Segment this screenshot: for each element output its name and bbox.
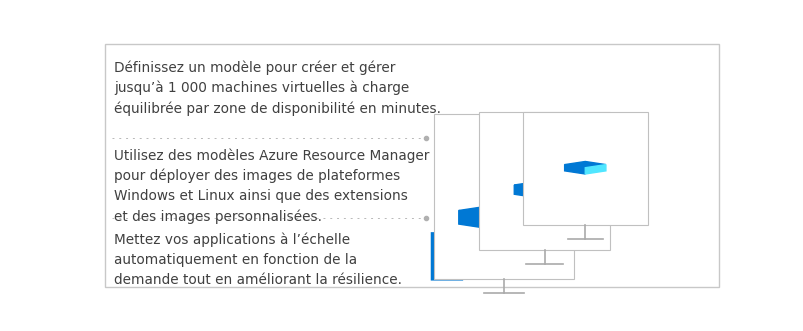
Polygon shape	[514, 185, 544, 199]
Text: Définissez un modèle pour créer et gérer
jusqu’à 1 000 machines virtuelles à cha: Définissez un modèle pour créer et gérer…	[114, 60, 441, 116]
Polygon shape	[459, 204, 548, 217]
Polygon shape	[459, 211, 503, 231]
Polygon shape	[564, 162, 605, 168]
Polygon shape	[564, 165, 585, 174]
Polygon shape	[585, 165, 605, 174]
Polygon shape	[430, 118, 540, 281]
Polygon shape	[503, 211, 548, 231]
Bar	[522, 112, 646, 224]
Bar	[434, 114, 573, 279]
Polygon shape	[544, 185, 575, 199]
Bar	[479, 112, 609, 250]
Text: Mettez vos applications à l’échelle
automatiquement en fonction de la
demande to: Mettez vos applications à l’échelle auto…	[114, 232, 402, 287]
Text: Utilisez des modèles Azure Resource Manager
pour déployer des images de platefor: Utilisez des modèles Azure Resource Mana…	[114, 148, 429, 224]
Polygon shape	[514, 180, 575, 190]
